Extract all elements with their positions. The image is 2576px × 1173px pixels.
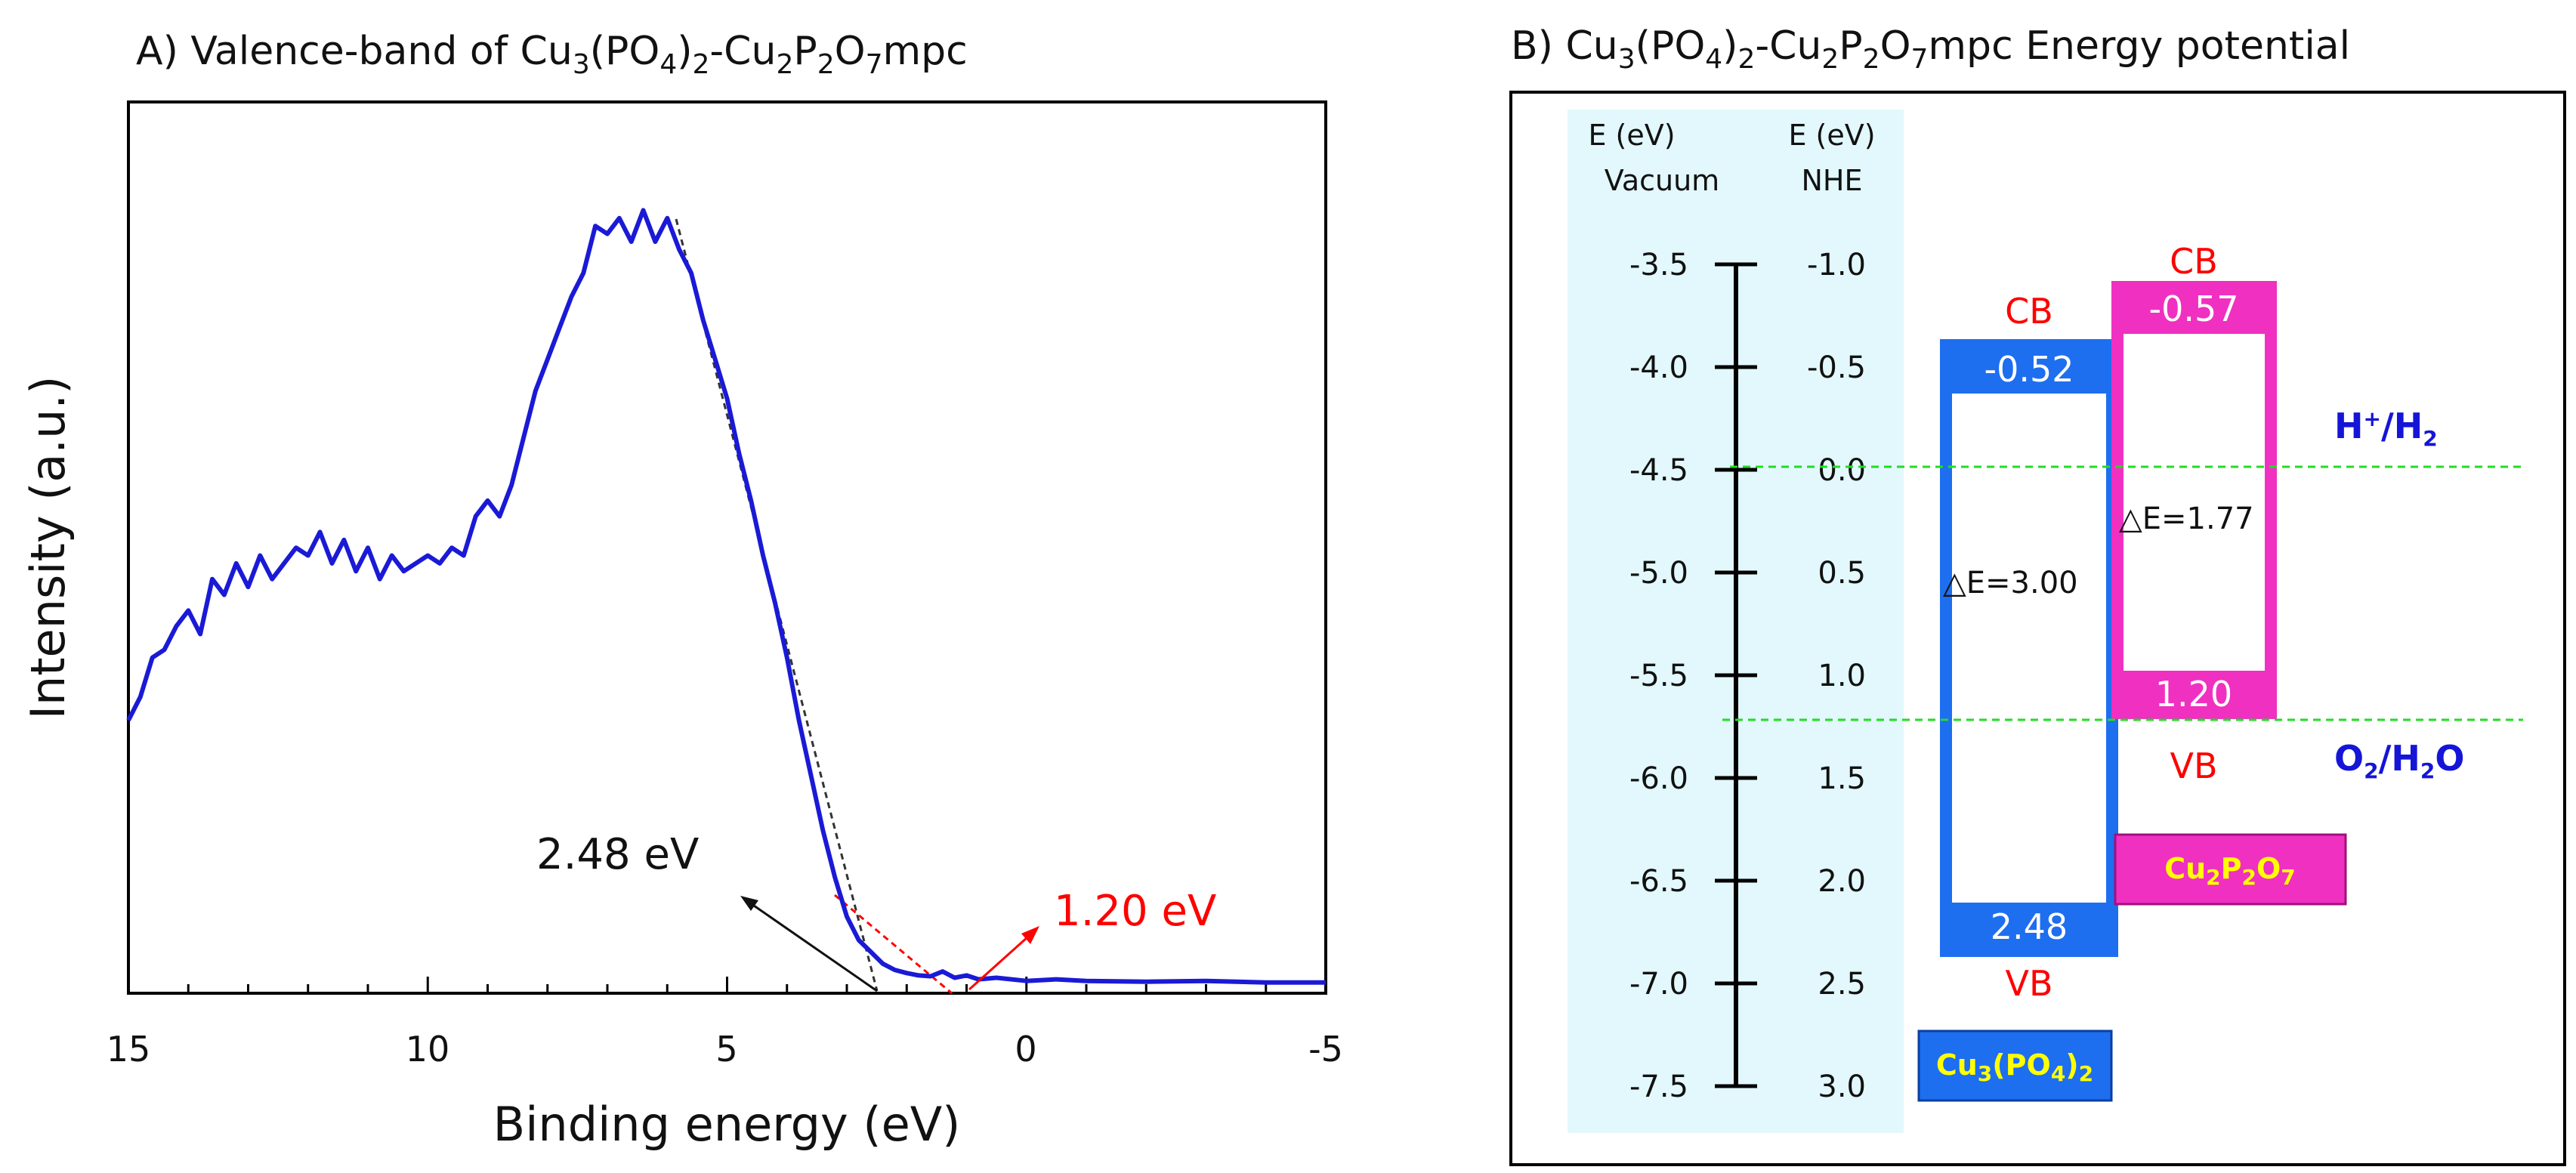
x-tick-label: 0: [1015, 1029, 1036, 1070]
arrow-head: [740, 896, 758, 911]
tail-tangent: [834, 894, 953, 995]
gap-label: △E=3.00: [1943, 566, 2078, 600]
vacuum-tick-label: -6.0: [1629, 761, 1688, 796]
gap-label: △E=1.77: [2119, 502, 2254, 536]
panel-b-title: B) Cu3(PO4)2-Cu2P2O7mpc Energy potential: [1511, 23, 2350, 75]
cb-label: CB: [2170, 241, 2218, 282]
nhe-tick-label: 2.0: [1818, 864, 1866, 899]
vb-value: 1.20: [2155, 674, 2232, 715]
nhe-tick-label: 1.5: [1818, 761, 1866, 796]
vacuum-header-line1: E (eV): [1588, 119, 1675, 152]
panel-b-energy-potential: B) Cu3(PO4)2-Cu2P2O7mpc Energy potential…: [1509, 23, 2566, 1166]
band-outline: [1940, 339, 2118, 957]
material-name: Cu2P2O7: [2164, 852, 2296, 890]
nhe-tick-label: 0.5: [1818, 556, 1866, 591]
nhe-tick-label: -1.0: [1807, 248, 1866, 282]
redox-label-h2: H+/H2: [2334, 406, 2438, 451]
material-name: Cu3(PO4)2: [1936, 1048, 2093, 1086]
vacuum-tick-label: -7.0: [1629, 967, 1688, 1002]
nhe-tick-label: 0.0: [1818, 453, 1866, 488]
annotation-label: 2.48 eV: [536, 830, 699, 879]
band-cu3po42: -0.52 2.48 CB VB △E=3.00 Cu3(PO4)2: [1917, 291, 2118, 1102]
nhe-tick-label: 1.0: [1818, 659, 1866, 693]
annotation-2-48: 2.48 eV: [536, 830, 878, 992]
cb-value: -0.57: [2148, 289, 2238, 329]
x-tick-label: 10: [406, 1029, 450, 1070]
material-legend-box: [2114, 833, 2347, 906]
band-outline: [2111, 281, 2277, 718]
vacuum-tick-label: -5.0: [1629, 556, 1688, 591]
vacuum-tick-label: -3.5: [1629, 248, 1688, 282]
annotation-1-20: 1.20 eV: [968, 887, 1216, 991]
panel-a-valence-band: A) Valence-band of Cu3(PO4)2-Cu2P2O7mpc …: [20, 29, 1343, 1152]
plot-frame: [127, 100, 1327, 995]
material-legend-box: [1917, 1029, 2113, 1102]
vb-value: 2.48: [1991, 906, 2068, 947]
vb-label: VB: [2170, 745, 2217, 786]
x-tick-label: -5: [1308, 1029, 1343, 1070]
x-axis-ticks: [127, 977, 1327, 993]
annotation-label: 1.20 eV: [1054, 887, 1216, 936]
x-axis-label: Binding energy (eV): [493, 1097, 961, 1152]
vb-label: VB: [2005, 963, 2052, 1004]
x-tick-label: 5: [715, 1029, 737, 1070]
cb-label: CB: [2005, 291, 2053, 332]
x-tick-label: 15: [107, 1029, 151, 1070]
nhe-tick-label: -0.5: [1807, 350, 1866, 385]
y-axis-label: Intensity (a.u.): [20, 376, 76, 720]
vb-edge-bar: [1940, 903, 2118, 951]
nhe-tick-label: 3.0: [1818, 1070, 1866, 1104]
band-cu2p2o7: -0.57 1.20 CB VB △E=1.77 Cu2P2O7: [2111, 241, 2347, 906]
vacuum-tick-label: -4.0: [1629, 350, 1688, 385]
nhe-header-line2: NHE: [1801, 164, 1862, 197]
cb-edge-bar: [1940, 345, 2118, 394]
vacuum-tick-label: -7.5: [1629, 1070, 1688, 1104]
vacuum-tick-label: -4.5: [1629, 453, 1688, 488]
cb-value: -0.52: [1984, 349, 2074, 390]
cb-edge-bar: [2111, 286, 2277, 334]
scale-ticks: [1715, 262, 1757, 1088]
nhe-tick-label: 2.5: [1818, 967, 1866, 1002]
diagram-frame: [1509, 91, 2566, 1166]
vacuum-tick-label: -6.5: [1629, 864, 1688, 899]
vacuum-tick-label: -5.5: [1629, 659, 1688, 693]
arrow-head: [1021, 926, 1039, 944]
nhe-header-line1: E (eV): [1788, 119, 1875, 152]
redox-label-o2: O2/H2O: [2334, 738, 2465, 783]
spectrum-line: [126, 208, 1326, 985]
panel-a-title: A) Valence-band of Cu3(PO4)2-Cu2P2O7mpc: [136, 29, 968, 80]
vb-edge-bar: [2111, 671, 2277, 719]
vacuum-header-line2: Vacuum: [1605, 164, 1719, 197]
